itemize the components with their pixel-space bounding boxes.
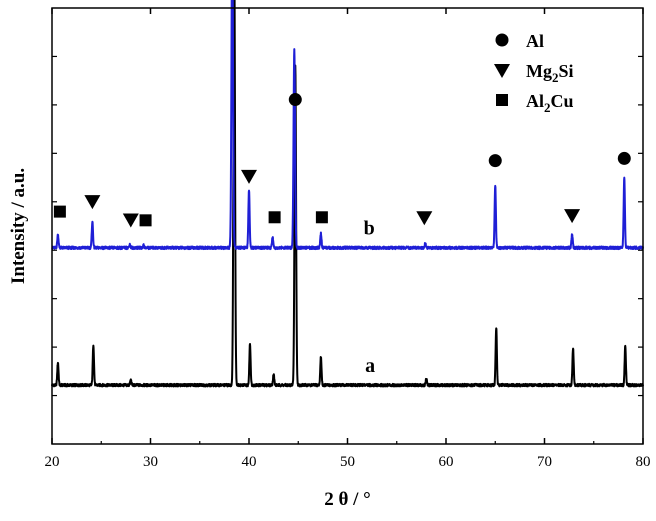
x-tick-label: 70 [537,454,552,470]
x-tick-label: 80 [636,454,651,470]
triangle-down-phase-marker [241,169,257,184]
triangle-down-phase-marker [564,209,581,224]
x-tick-label: 60 [439,454,454,470]
triangle-down-phase-marker [416,211,433,226]
x-tick-label: 30 [143,454,158,470]
x-tick-label: 50 [340,454,355,470]
circle-phase-marker [488,154,502,168]
series-b-line [51,0,644,251]
series-a-line [51,0,644,388]
x-ticks: 20 30 40 50 60 70 80 [45,8,651,470]
legend-label: Al [526,31,544,51]
square-phase-marker [139,214,152,227]
legend-circle-icon [495,33,509,47]
triangle-down-phase-marker [122,213,139,228]
legend-label: Al2Cu [526,91,574,115]
x-tick-label: 20 [45,454,60,470]
circle-phase-marker [288,93,302,107]
x-tick-label: 40 [242,454,257,470]
series-a-label: a [365,355,375,377]
legend: Al Mg2Si Al2Cu [494,31,574,115]
phase-markers-layer [53,93,631,228]
series-b-label: b [364,218,375,240]
legend-label: Mg2Si [526,61,574,85]
square-phase-marker [315,211,328,224]
x-axis-title: 2 θ / ° [324,489,371,510]
legend-square-icon [496,94,508,106]
curve-labels: ab [364,218,376,377]
square-phase-marker [53,205,66,218]
square-phase-marker [268,211,281,224]
y-ticks [52,55,643,397]
legend-triangle-down-icon [494,64,510,78]
curves-layer [51,0,644,388]
triangle-down-phase-marker [84,195,101,210]
y-axis-title: Intensity / a.u. [8,168,29,284]
circle-phase-marker [617,151,631,165]
